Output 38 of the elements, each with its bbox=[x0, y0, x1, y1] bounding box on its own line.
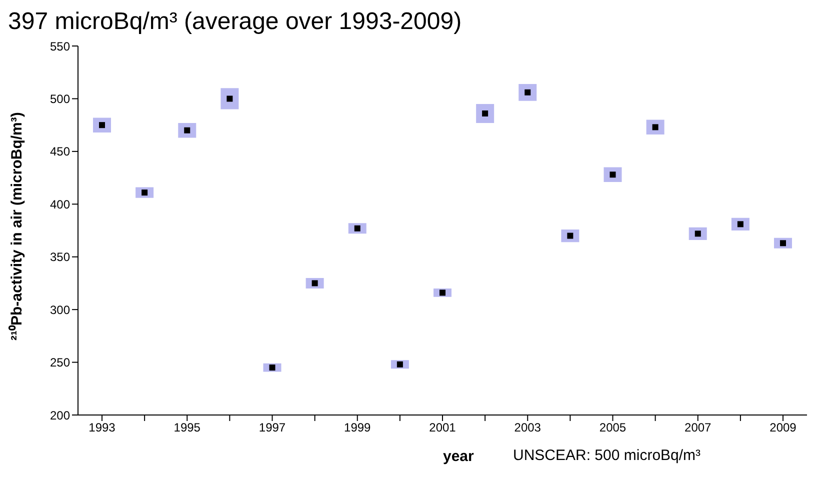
x-tick-label: 2007 bbox=[684, 420, 712, 435]
point bbox=[99, 122, 105, 128]
y-tick-label: 450 bbox=[50, 144, 70, 159]
x-tick-label: 2005 bbox=[599, 420, 626, 435]
point bbox=[226, 96, 233, 102]
y-tick-label: 350 bbox=[50, 250, 70, 264]
x-tick-label: 1993 bbox=[88, 420, 116, 435]
point bbox=[524, 89, 531, 96]
chart-title: 397 microBq/m³ (average over 1993-2009) bbox=[8, 8, 463, 36]
y-tick-label: 500 bbox=[50, 92, 70, 106]
x-tick-label: 1995 bbox=[174, 420, 201, 435]
y-tick-label: 250 bbox=[50, 356, 70, 370]
point bbox=[610, 172, 616, 178]
point bbox=[312, 280, 318, 286]
x-axis-title: year bbox=[443, 448, 474, 465]
point bbox=[440, 290, 446, 296]
y-tick-label: 400 bbox=[50, 197, 70, 212]
point bbox=[567, 232, 574, 239]
y-tick-label: 550 bbox=[50, 39, 70, 54]
point bbox=[396, 361, 403, 368]
point bbox=[354, 225, 360, 232]
point bbox=[694, 230, 701, 237]
point bbox=[652, 124, 658, 130]
x-tick-label: 2001 bbox=[429, 420, 456, 435]
point bbox=[780, 240, 786, 246]
y-axis-title: ²¹⁰Pb-activity in air (microBq/m³) bbox=[7, 112, 26, 340]
y-tick-label: 200 bbox=[50, 408, 70, 422]
point bbox=[482, 110, 488, 116]
x-tick-label: 1997 bbox=[258, 420, 286, 435]
point bbox=[184, 127, 190, 134]
x-tick-label: 2009 bbox=[770, 420, 797, 435]
point bbox=[142, 190, 148, 196]
point bbox=[737, 221, 744, 228]
text: UNSCEAR: 500 microBq/m³ bbox=[513, 447, 701, 464]
y-tick-label: 300 bbox=[50, 302, 70, 317]
point bbox=[269, 364, 276, 371]
x-tick-label: 1999 bbox=[344, 420, 372, 435]
x-tick-label: 2003 bbox=[514, 420, 542, 435]
